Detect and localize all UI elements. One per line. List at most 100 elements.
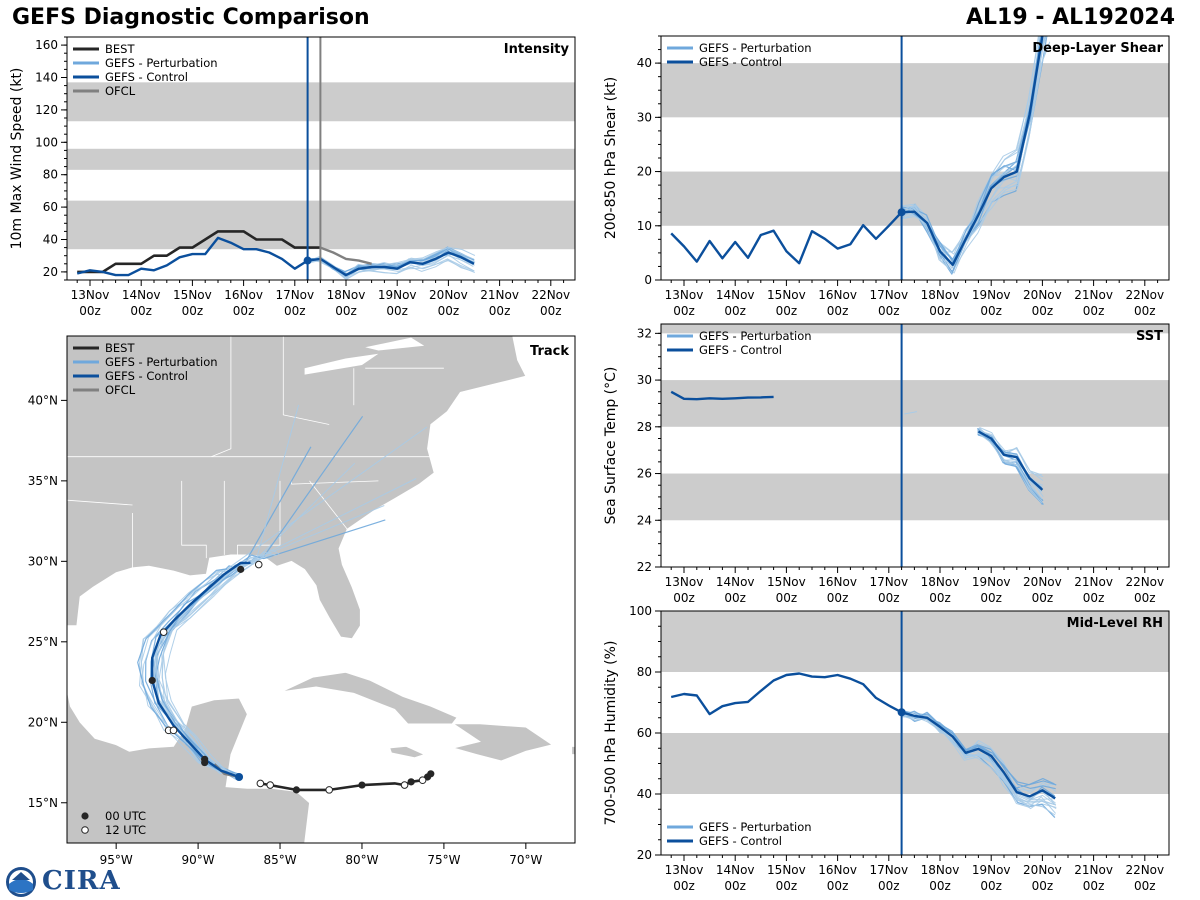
x-tick-label: 00z xyxy=(79,304,101,318)
y-axis-label: Sea Surface Temp (°C) xyxy=(603,367,619,525)
best-line xyxy=(77,230,321,274)
x-tick-label: 14Nov xyxy=(122,288,161,302)
x-tick-label: 00z xyxy=(1083,591,1105,605)
y-tick-label: 40°N xyxy=(28,393,58,407)
shading-band xyxy=(661,611,1169,672)
perturbation-line xyxy=(904,411,918,415)
cira-logo: CIRA xyxy=(42,866,121,896)
x-tick-label: 17Nov xyxy=(869,288,908,302)
x-tick-label: 14Nov xyxy=(716,575,755,589)
y-tick-label: 40 xyxy=(637,787,652,801)
land-hispaniola xyxy=(452,723,554,762)
x-tick-label: 75°W xyxy=(427,853,460,867)
x-tick-label: 00z xyxy=(827,304,849,318)
track-point-12utc xyxy=(256,779,265,788)
panel-title: Mid-Level RH xyxy=(1067,616,1163,631)
x-tick-label: 19Nov xyxy=(378,288,417,302)
x-tick-label: 00z xyxy=(540,304,562,318)
init-marker xyxy=(897,708,906,717)
x-tick-label: 00z xyxy=(1032,304,1054,318)
track-point-12utc xyxy=(169,726,178,735)
track-point-00utc xyxy=(237,565,245,573)
track-point-12utc xyxy=(254,560,263,569)
map-area xyxy=(67,336,575,843)
x-tick-label: 21Nov xyxy=(1074,863,1113,877)
plot-area-sst xyxy=(661,324,1169,567)
x-tick-label: 00z xyxy=(284,304,306,318)
x-tick-label: 13Nov xyxy=(71,288,110,302)
track-point-12utc xyxy=(159,628,168,636)
y-tick-label: 60 xyxy=(637,726,652,740)
x-tick-label: 00z xyxy=(182,304,204,318)
shading-band xyxy=(661,733,1169,794)
y-axis-label: 700-500 hPa Humidity (%) xyxy=(603,641,619,826)
legend-label: GEFS - Control xyxy=(699,55,782,69)
panel-track: 95°W 90°W 85°W 80°W 75°W 70°W 15°N 20°N 25°N 30°N… xyxy=(28,335,576,867)
plot-area-rh xyxy=(661,611,1169,855)
state-border xyxy=(309,480,348,530)
x-tick-label: 00z xyxy=(724,591,746,605)
y-axis-label: 200-850 hPa Shear (kt) xyxy=(603,77,619,239)
x-tick-label: 00z xyxy=(980,304,1002,318)
control-line xyxy=(76,236,475,277)
perturbation-line xyxy=(902,712,1056,816)
land-cuba xyxy=(281,671,458,725)
legend-marker-12utc xyxy=(81,826,89,834)
panel-title: SST xyxy=(1136,329,1163,344)
x-tick-label: 00z xyxy=(929,591,951,605)
perturbation-line xyxy=(901,708,1057,786)
x-tick-label: 15Nov xyxy=(767,863,806,877)
y-tick-label: 30°N xyxy=(28,554,58,568)
figure-title: GEFS Diagnostic Comparison xyxy=(12,5,370,30)
panel-title: Intensity xyxy=(504,42,570,57)
x-tick-label: 21Nov xyxy=(1074,288,1113,302)
x-tick-label: 00z xyxy=(724,879,746,893)
perturbation-line xyxy=(307,248,474,277)
x-tick-label: 00z xyxy=(929,879,951,893)
x-tick-label: 00z xyxy=(980,591,1002,605)
legend-label: GEFS - Perturbation xyxy=(105,355,218,369)
y-tick-label: 10 xyxy=(637,219,652,233)
y-tick-label: 40 xyxy=(637,56,652,70)
x-tick-label: 00z xyxy=(878,591,900,605)
legend-label: OFCL xyxy=(105,84,136,98)
y-tick-label: 32 xyxy=(637,326,652,340)
x-tick-label: 14Nov xyxy=(716,288,755,302)
state-border xyxy=(67,499,133,506)
x-tick-label: 16Nov xyxy=(224,288,263,302)
lake xyxy=(304,353,379,375)
perturbation-line xyxy=(977,432,1043,504)
panel-shear: 0 10 20 30 40 200-850 hPa Shear (kt) 13Nov 00z 1… xyxy=(603,35,1170,318)
x-tick-label: 18Nov xyxy=(327,288,366,302)
track-point-12utc xyxy=(325,786,333,794)
y-tick-label: 0 xyxy=(644,273,652,287)
x-tick-label: 00z xyxy=(776,591,798,605)
state-border xyxy=(211,336,232,458)
y-tick-label: 35°N xyxy=(28,474,58,488)
land-puerto-rico xyxy=(571,745,575,755)
legend-label: BEST xyxy=(105,42,135,56)
panel-title: Track xyxy=(530,344,569,359)
x-tick-label: 17Nov xyxy=(869,863,908,877)
shading-band xyxy=(661,380,1169,427)
x-tick-label: 16Nov xyxy=(818,575,857,589)
x-tick-label: 13Nov xyxy=(665,575,704,589)
x-tick-label: 22Nov xyxy=(1125,575,1164,589)
control-line xyxy=(977,430,1044,491)
legend-label: GEFS - Perturbation xyxy=(699,820,812,834)
y-tick-label: 28 xyxy=(637,420,652,434)
legend-label: BEST xyxy=(105,341,135,355)
x-tick-label: 17Nov xyxy=(275,288,314,302)
y-tick-label: 30 xyxy=(637,373,652,387)
legend-marker-00utc xyxy=(81,812,89,820)
legend-label: GEFS - Perturbation xyxy=(699,329,812,343)
x-tick-label: 00z xyxy=(386,304,408,318)
y-tick-label: 15°N xyxy=(28,796,58,810)
x-tick-label: 00z xyxy=(1134,304,1156,318)
track-point-12utc xyxy=(400,781,409,789)
x-tick-label: 20Nov xyxy=(1023,575,1062,589)
state-border xyxy=(236,480,281,557)
x-tick-label: 14Nov xyxy=(716,863,755,877)
y-tick-label: 20 xyxy=(637,848,652,862)
x-tick-label: 00z xyxy=(438,304,460,318)
